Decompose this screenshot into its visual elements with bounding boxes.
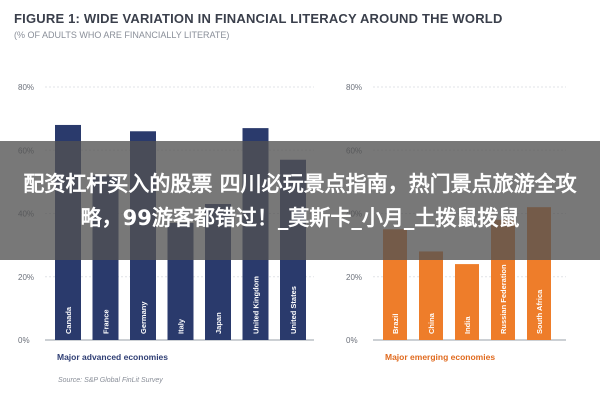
- category-label: United Kingdom: [252, 276, 261, 334]
- category-label: Brazil: [391, 314, 400, 334]
- category-label: Italy: [177, 318, 186, 334]
- category-label: Japan: [214, 312, 223, 334]
- chart-source: Source: S&P Global FinLit Survey: [58, 377, 163, 384]
- y-tick-label: 20%: [346, 273, 362, 282]
- panel-label: Major emerging economies: [385, 352, 495, 362]
- caption-overlay: 配资杠杆买入的股票 四川必玩景点指南，热门景点旅游全攻略，99游客都错过！_莫斯…: [0, 141, 600, 260]
- y-tick-label: 80%: [346, 83, 362, 92]
- bar: [455, 264, 479, 340]
- chart-subtitle: (% OF ADULTS WHO ARE FINANCIALLY LITERAT…: [14, 30, 230, 40]
- bar: [419, 251, 443, 340]
- category-label: South Africa: [535, 289, 544, 334]
- y-tick-label: 80%: [18, 83, 34, 92]
- category-label: Germany: [139, 301, 148, 334]
- category-label: China: [427, 312, 436, 334]
- y-tick-label: 0%: [346, 336, 358, 345]
- category-label: India: [463, 316, 472, 334]
- category-label: Canada: [64, 306, 73, 334]
- category-label: United States: [289, 286, 298, 334]
- y-tick-label: 20%: [18, 273, 34, 282]
- y-tick-label: 0%: [18, 336, 30, 345]
- category-label: Russian Federation: [499, 264, 508, 334]
- chart-title: FIGURE 1: WIDE VARIATION IN FINANCIAL LI…: [14, 11, 503, 26]
- category-label: France: [102, 309, 111, 334]
- caption-text: 配资杠杆买入的股票 四川必玩景点指南，热门景点旅游全攻略，99游客都错过！_莫斯…: [23, 171, 577, 230]
- panel-label: Major advanced economies: [57, 352, 168, 362]
